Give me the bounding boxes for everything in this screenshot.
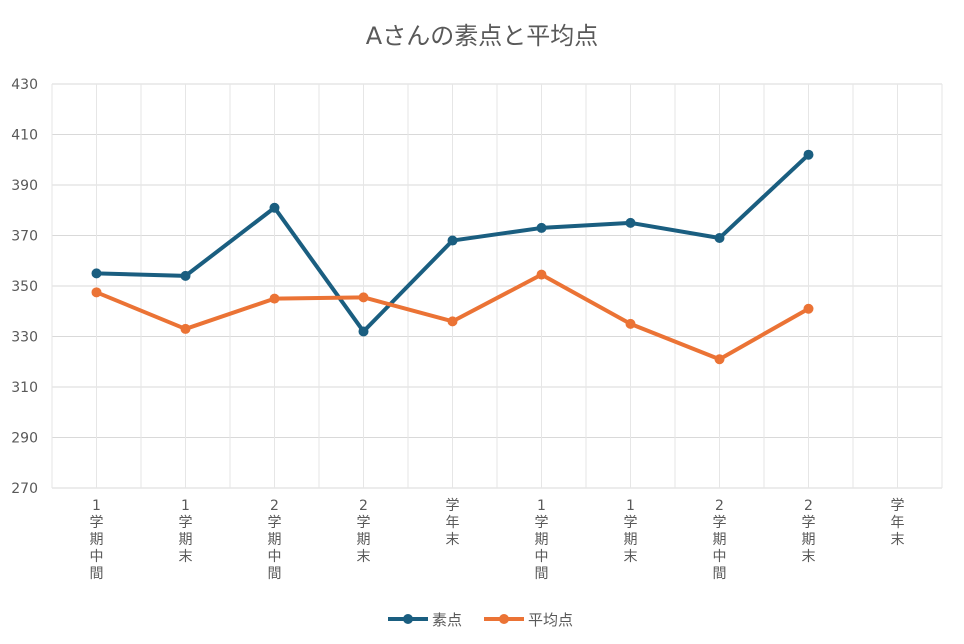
x-tick-label: 学年末 — [891, 498, 905, 548]
data-point — [625, 217, 636, 228]
data-point — [358, 292, 369, 303]
data-point — [803, 303, 814, 314]
y-tick-label: 290 — [11, 431, 38, 447]
x-tick-label: 2 学期末 — [802, 498, 816, 565]
y-tick-label: 370 — [11, 229, 38, 245]
legend-label: 素点 — [432, 611, 462, 629]
x-tick-label: 2 学期中間 — [268, 498, 282, 582]
x-tick-label: 1 学期中間 — [90, 498, 104, 582]
data-point — [536, 269, 547, 280]
data-point — [625, 318, 636, 329]
y-tick-label: 270 — [11, 481, 38, 497]
data-point — [536, 222, 547, 233]
data-point — [91, 268, 102, 279]
data-point — [803, 149, 814, 160]
data-point — [269, 293, 280, 304]
data-point — [714, 354, 725, 365]
data-point — [447, 316, 458, 327]
legend-marker — [403, 614, 413, 624]
data-point — [269, 202, 280, 213]
y-tick-label: 350 — [11, 279, 38, 295]
y-tick-label: 410 — [11, 128, 38, 144]
data-point — [180, 323, 191, 334]
data-point — [358, 326, 369, 337]
data-point — [714, 233, 725, 244]
chart-title: Aさんの素点と平均点 — [366, 22, 598, 50]
legend-label: 平均点 — [528, 611, 573, 629]
y-tick-label: 310 — [11, 380, 38, 396]
data-point — [180, 270, 191, 281]
legend-marker — [499, 614, 509, 624]
x-tick-label: 2 学期中間 — [713, 498, 727, 582]
y-tick-label: 390 — [11, 178, 38, 194]
x-tick-label: 2 学期末 — [357, 498, 371, 565]
y-tick-label: 430 — [11, 77, 38, 93]
data-point — [91, 287, 102, 298]
x-tick-label: 1 学期末 — [624, 498, 638, 565]
data-point — [447, 235, 458, 246]
y-tick-label: 330 — [11, 330, 38, 346]
x-tick-label: 1 学期中間 — [535, 498, 549, 582]
x-tick-label: 学年末 — [446, 498, 460, 548]
x-tick-label: 1 学期末 — [179, 498, 193, 565]
